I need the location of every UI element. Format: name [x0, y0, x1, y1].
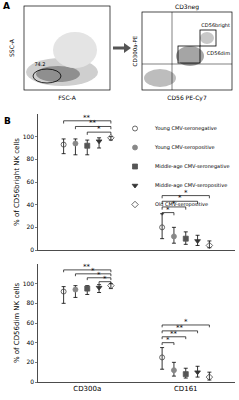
- svg-text:*: *: [166, 336, 170, 344]
- svg-text:80: 80: [26, 299, 34, 306]
- svg-text:60: 60: [26, 178, 34, 185]
- svg-text:60: 60: [26, 319, 34, 326]
- svg-text:*: *: [184, 318, 188, 326]
- svg-text:**: **: [89, 119, 97, 127]
- svg-text:*: *: [97, 125, 101, 133]
- svg-text:FSC-A: FSC-A: [58, 94, 76, 101]
- svg-text:20: 20: [26, 223, 34, 230]
- svg-text:**: **: [83, 114, 91, 122]
- svg-text:**: **: [176, 324, 184, 332]
- svg-text:74.2: 74.2: [34, 61, 45, 67]
- svg-text:0: 0: [30, 378, 34, 385]
- svg-text:*: *: [103, 275, 107, 283]
- svg-text:*: *: [178, 194, 182, 202]
- svg-text:CD56dim: CD56dim: [207, 50, 230, 56]
- svg-text:CD161: CD161: [174, 385, 198, 393]
- svg-text:40: 40: [26, 201, 34, 208]
- svg-text:40: 40: [26, 339, 34, 346]
- svg-text:Middle-age CMV-seropositive: Middle-age CMV-seropositive: [155, 182, 227, 189]
- svg-text:CD3neg: CD3neg: [175, 3, 199, 11]
- svg-text:20: 20: [26, 358, 34, 365]
- svg-text:*: *: [91, 267, 95, 275]
- svg-text:CD300a: CD300a: [73, 385, 101, 393]
- svg-text:*: *: [97, 271, 101, 279]
- svg-text:CD56bright: CD56bright: [201, 22, 230, 29]
- svg-text:**: **: [170, 330, 178, 338]
- svg-text:**: **: [83, 263, 91, 271]
- svg-text:100: 100: [23, 133, 35, 140]
- svg-text:0: 0: [30, 246, 34, 253]
- svg-text:Middle-age CMV-seronegative: Middle-age CMV-seronegative: [155, 163, 230, 170]
- svg-text:SSC-A: SSC-A: [8, 38, 15, 57]
- svg-text:*: *: [172, 200, 176, 208]
- svg-text:*: *: [166, 206, 170, 214]
- svg-text:CD56 PE-Cy7: CD56 PE-Cy7: [167, 94, 207, 102]
- svg-text:Old CMV-seropositive: Old CMV-seropositive: [155, 201, 208, 208]
- svg-text:80: 80: [26, 155, 34, 162]
- svg-text:100: 100: [23, 280, 35, 287]
- svg-text:*: *: [184, 189, 188, 197]
- svg-text:% of CD56bright NK cells: % of CD56bright NK cells: [13, 138, 21, 226]
- svg-text:Young CMV-seropositive: Young CMV-seropositive: [154, 144, 215, 151]
- svg-text:Young CMV-seronegative: Young CMV-seronegative: [154, 125, 217, 132]
- svg-text:CD300a-PE: CD300a-PE: [132, 35, 138, 66]
- svg-text:% of CD56dim NK cells: % of CD56dim NK cells: [13, 283, 21, 364]
- svg-text:B: B: [4, 116, 11, 126]
- svg-text:A: A: [3, 1, 10, 11]
